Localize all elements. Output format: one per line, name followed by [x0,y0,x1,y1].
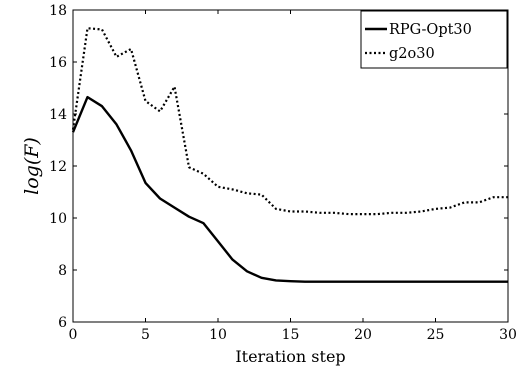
y-tick-label: 10 [49,211,67,227]
legend-label: RPG-Opt30 [389,22,472,38]
y-tick-label: 8 [58,263,67,279]
y-tick-label: 6 [58,315,67,331]
y-axis-label: log(F) [21,137,43,195]
y-tick-label: 14 [49,107,67,123]
x-tick-label: 20 [354,327,372,343]
legend: RPG-Opt30 g2o30 [360,10,508,69]
legend-label: g2o30 [389,46,435,62]
series-layer [71,27,508,283]
x-tick-label: 0 [69,327,78,343]
x-tick-label: 25 [427,327,445,343]
y-tick-label: 12 [49,159,67,175]
y-tick-label: 16 [49,55,67,71]
x-tick-label: 5 [141,327,150,343]
y-tick-label: 18 [49,3,67,19]
x-tick-label: 10 [209,327,227,343]
x-tick-label: 15 [282,327,300,343]
x-tick-label: 30 [499,327,517,343]
x-axis-label: Iteration step [235,347,345,366]
series-line-rpg-opt30 [71,95,508,283]
legend-box [360,10,508,69]
